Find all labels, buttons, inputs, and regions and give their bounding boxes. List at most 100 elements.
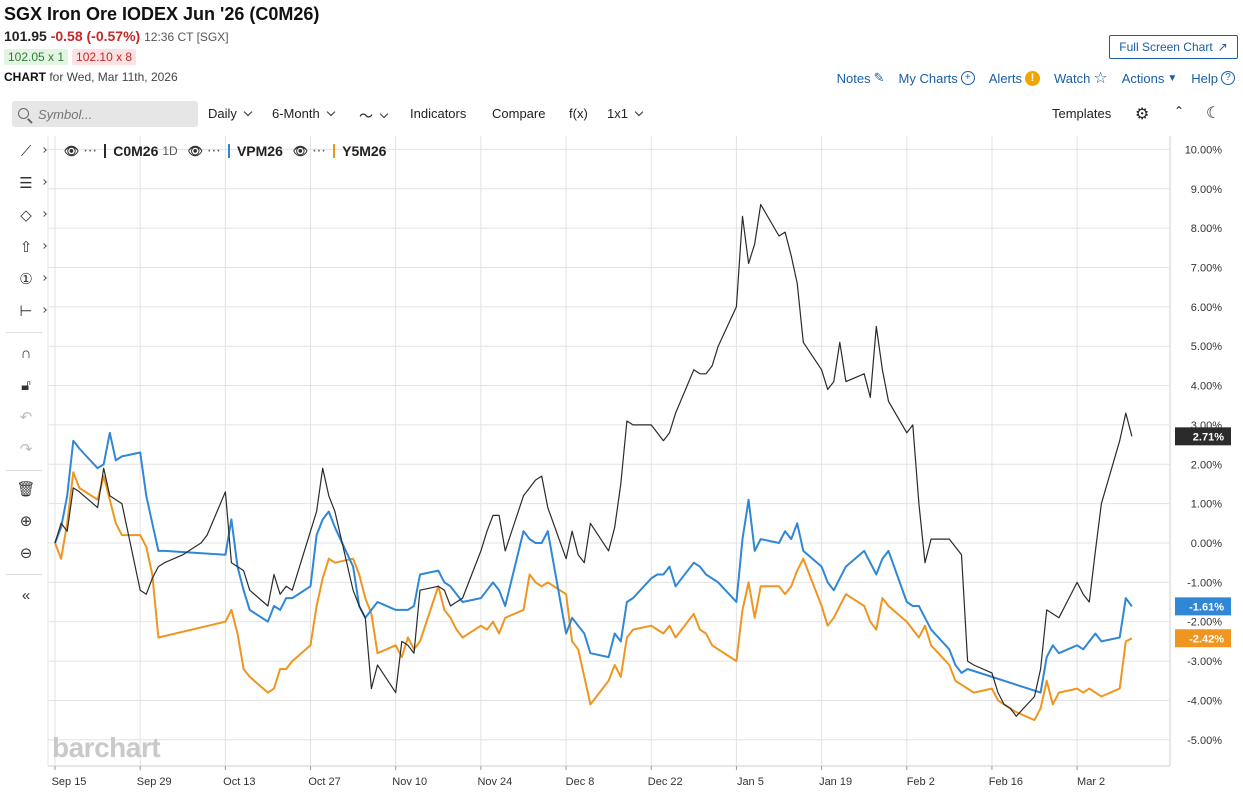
notes-label: Notes: [836, 70, 871, 86]
series-line-vpm26[interactable]: [54, 431, 1133, 694]
price-line: 101.95 -0.58 (-0.57%) 12:36 CT [SGX]: [4, 28, 229, 44]
unlock-icon[interactable]: 🔓︎: [21, 376, 31, 394]
arrow-up-tool-icon[interactable]: ⇧: [14, 236, 47, 258]
caret-down-icon: ▼: [1167, 72, 1178, 84]
edit-icon: ✎: [873, 70, 885, 85]
ask-quote: 102.10 x 8: [72, 49, 137, 65]
y-tick-label: 1.00%: [1191, 499, 1222, 511]
series-swatch: [104, 143, 107, 158]
chevron-down-icon: [634, 107, 644, 116]
settings-gear-icon[interactable]: ⚙: [1135, 106, 1150, 123]
interval-label: Daily: [208, 106, 237, 121]
eye-icon[interactable]: 👁︎: [292, 143, 309, 158]
zoom-in-icon[interactable]: ⊕: [19, 513, 33, 530]
redo-icon[interactable]: ↷: [19, 441, 33, 458]
layout-label: 1x1: [607, 106, 628, 121]
undo-icon[interactable]: ↶: [19, 409, 33, 426]
x-tick-label: Jan 19: [819, 776, 852, 788]
alerts-link[interactable]: Alerts!: [988, 70, 1040, 86]
y-tick-label: 5.00%: [1191, 341, 1222, 353]
chart-date: for Wed, Mar 11th, 2026: [49, 70, 178, 84]
series-line-y5m26[interactable]: [54, 471, 1133, 722]
full-screen-label: Full Screen Chart: [1119, 40, 1213, 54]
chart-type-dropdown[interactable]: 〜: [359, 106, 389, 126]
fibonacci-tool-icon[interactable]: ☰: [14, 172, 47, 194]
page-title: SGX Iron Ore IODEX Jun '26 (C0M26): [4, 4, 320, 24]
chart-toolbar: Daily 6-Month 〜 Indicators Compare f(x) …: [0, 98, 1243, 130]
dark-mode-moon-icon[interactable]: ☾: [1206, 105, 1221, 122]
fx-button[interactable]: f(x): [569, 106, 588, 121]
x-tick-label: Nov 10: [392, 776, 427, 788]
y-tick-label: 4.00%: [1191, 381, 1222, 393]
chevron-down-icon: [243, 107, 253, 116]
x-tick-label: Sep 29: [137, 776, 172, 788]
last-value-badge-y5m26: [1175, 629, 1231, 648]
series-menu-icon[interactable]: ⋯: [83, 142, 98, 158]
search-icon: [18, 108, 29, 119]
chevron-down-icon: [379, 109, 389, 119]
y-tick-label: 2.00%: [1191, 459, 1222, 471]
actions-menu[interactable]: Actions ▼: [1122, 71, 1178, 86]
full-screen-chart-button[interactable]: Full Screen Chart ↗: [1109, 35, 1238, 59]
barchart-logo: barchart: [52, 732, 161, 763]
legend-series-1-interval: 1D: [162, 143, 178, 158]
range-dropdown[interactable]: 6-Month: [272, 106, 335, 121]
bid-quote: 102.05 x 1: [4, 49, 69, 65]
alerts-label: Alerts: [988, 70, 1022, 86]
y-tick-label: 10.00%: [1185, 144, 1223, 156]
chart-legend: 👁︎ ⋯ C0M26 1D 👁︎ ⋯ VPM26 👁︎ ⋯ Y5M26: [64, 142, 386, 159]
y-tick-label: 0.00%: [1191, 538, 1222, 550]
x-tick-label: Nov 24: [477, 776, 512, 788]
collapse-icon[interactable]: ⌃: [1174, 104, 1185, 118]
external-arrow-icon: ↗: [1217, 40, 1228, 54]
interval-dropdown[interactable]: Daily: [208, 106, 253, 121]
series-menu-icon[interactable]: ⋯: [206, 142, 221, 158]
last-price: 101.95: [4, 28, 47, 44]
zoom-out-icon[interactable]: ⊖: [19, 545, 33, 562]
x-tick-label: Sep 15: [52, 776, 87, 788]
my-charts-label: My Charts: [898, 70, 958, 86]
legend-series-1: C0M26: [113, 142, 159, 159]
y-tick-label: -3.00%: [1187, 656, 1222, 668]
question-icon: ?: [1221, 71, 1235, 85]
x-tick-label: Feb 16: [989, 776, 1023, 788]
y-tick-label: 7.00%: [1191, 262, 1222, 274]
help-label: Help: [1191, 70, 1218, 86]
series-menu-icon[interactable]: ⋯: [312, 142, 327, 158]
watch-label: Watch: [1054, 70, 1091, 86]
y-tick-label: -4.00%: [1187, 695, 1222, 707]
x-tick-label: Feb 2: [907, 776, 935, 788]
my-charts-link[interactable]: My Charts +: [899, 71, 975, 86]
chevron-down-icon: [326, 107, 335, 116]
shapes-tool-icon[interactable]: ◇: [14, 204, 47, 226]
range-label: 6-Month: [272, 106, 320, 121]
notes-link[interactable]: Notes ✎: [837, 70, 885, 86]
magnet-icon[interactable]: ∩: [20, 344, 32, 362]
templates-button[interactable]: Templates: [1052, 106, 1112, 121]
compare-button[interactable]: Compare: [492, 106, 546, 121]
x-tick-label: Jan 5: [737, 776, 764, 788]
series-line-c0m26[interactable]: [54, 203, 1133, 717]
x-tick-label: Mar 2: [1077, 776, 1105, 788]
trash-icon[interactable]: 🗑︎: [16, 481, 36, 498]
symbol-input[interactable]: [12, 101, 198, 127]
indicators-button[interactable]: Indicators: [410, 106, 467, 121]
x-tick-label: Dec 22: [648, 776, 683, 788]
legend-series-3: Y5M26: [342, 142, 387, 159]
collapse-sidebar-icon[interactable]: «: [21, 586, 31, 604]
last-value-badge-vpm26: [1175, 597, 1231, 616]
trendline-tool-icon[interactable]: ⟋: [14, 140, 47, 162]
plus-circle-icon: +: [960, 71, 975, 85]
last-value-label: 2.71%: [1193, 431, 1224, 443]
layout-dropdown[interactable]: 1x1: [607, 106, 644, 121]
number-marker-tool-icon[interactable]: ①: [14, 268, 47, 290]
chart-date-line: CHART for Wed, Mar 11th, 2026: [4, 70, 178, 84]
eye-icon[interactable]: 👁︎: [187, 143, 203, 158]
help-link[interactable]: Help?: [1191, 71, 1235, 86]
series-swatch: [227, 143, 230, 158]
y-tick-label: -5.00%: [1187, 735, 1222, 747]
watch-link[interactable]: Watch ☆: [1054, 68, 1108, 88]
eye-icon[interactable]: 👁︎: [64, 143, 80, 158]
measure-tool-icon[interactable]: ⊢: [14, 300, 47, 322]
